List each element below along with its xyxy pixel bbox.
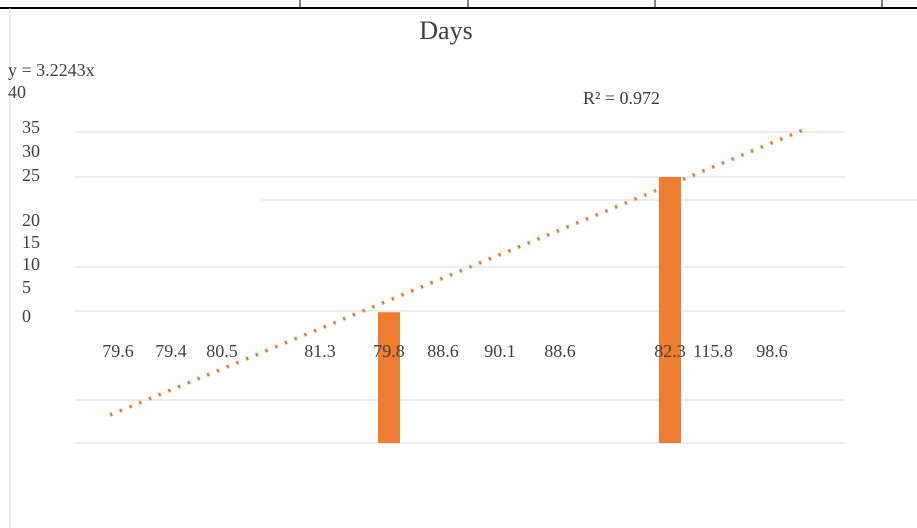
- grid: [75, 131, 917, 444]
- y-tick-label: 35: [22, 117, 40, 137]
- x-tick-label: 79.8: [373, 341, 405, 361]
- x-tick-label: 88.6: [427, 341, 459, 361]
- y-tick-label: 0: [22, 306, 31, 326]
- y-tick-label: 15: [22, 232, 40, 252]
- y-tick-label: 25: [22, 165, 40, 185]
- x-tick-label: 90.1: [484, 341, 516, 361]
- y-tick-label: 10: [22, 254, 40, 274]
- x-tick-label: 80.5: [206, 341, 238, 361]
- trendline: [109, 126, 809, 417]
- y-tick-label: 40: [8, 82, 26, 102]
- annotation: R² = 0.972: [583, 88, 660, 108]
- x-tick-label: 115.8: [693, 341, 733, 361]
- y-tick-label: 20: [22, 210, 40, 230]
- x-tick-label: 98.6: [756, 341, 788, 361]
- bar: [659, 177, 681, 443]
- x-tick-label: 79.6: [102, 341, 134, 361]
- x-tick-label: 79.4: [155, 341, 187, 361]
- x-tick-label: 88.6: [544, 341, 576, 361]
- y-tick-label: 30: [22, 141, 40, 161]
- x-tick-label: 82.3: [654, 341, 686, 361]
- chart-title: Days: [419, 16, 472, 45]
- annotation: y = 3.2243x: [8, 60, 95, 80]
- bar: [378, 312, 400, 443]
- x-tick-label: 81.3: [304, 341, 336, 361]
- y-tick-label: 5: [22, 277, 31, 297]
